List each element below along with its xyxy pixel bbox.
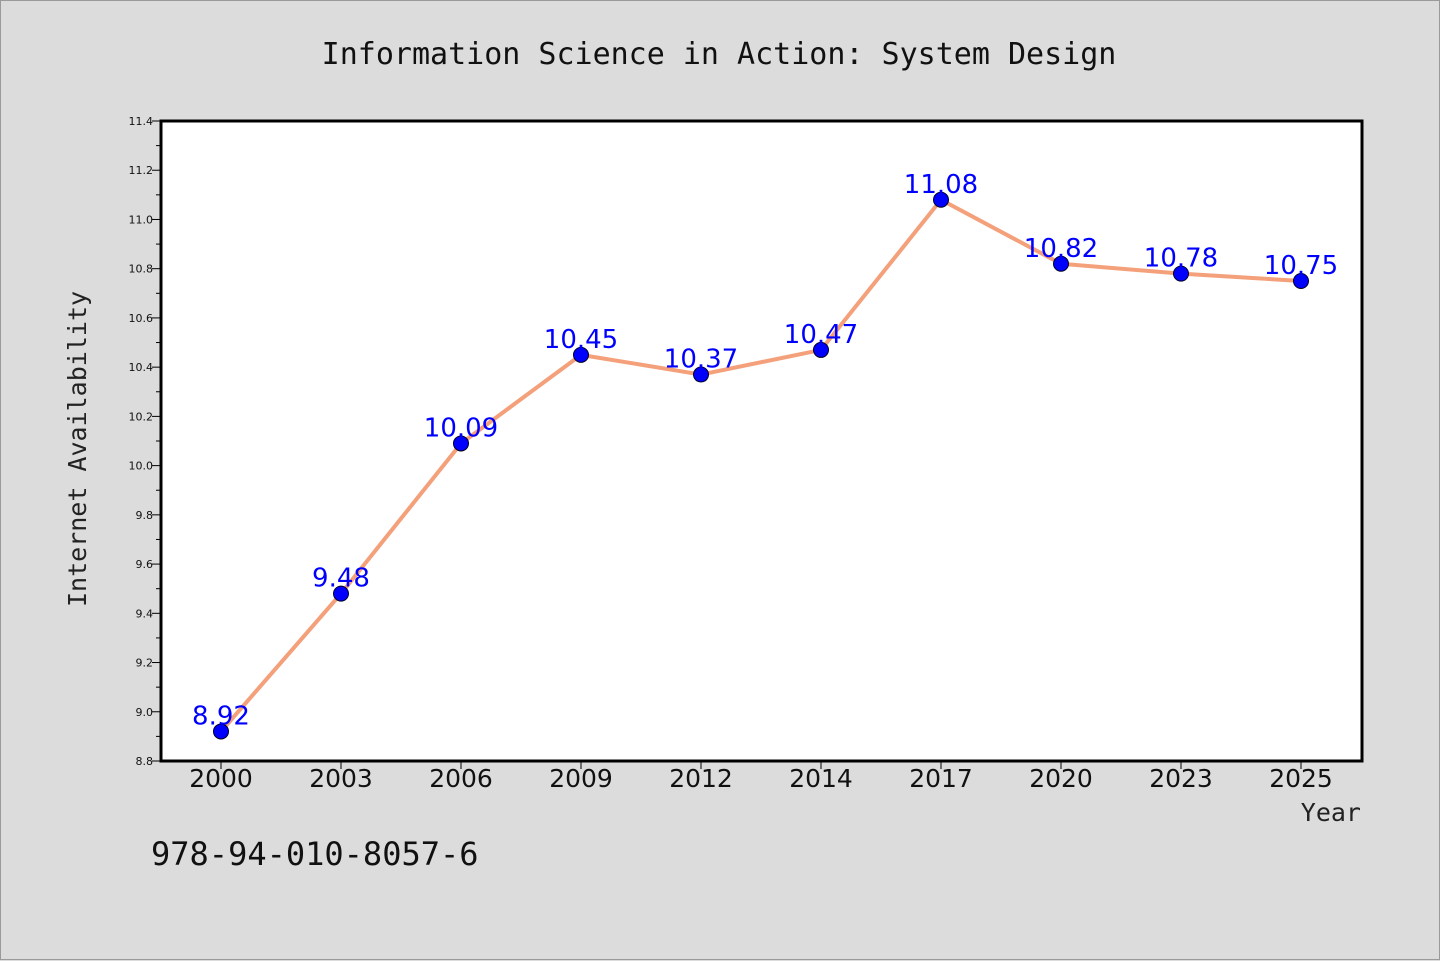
- data-point: [453, 435, 469, 452]
- y-tick-label: 9.4: [136, 607, 154, 620]
- data-point: [1053, 255, 1069, 272]
- x-tick-label: 2023: [1149, 764, 1213, 793]
- y-tick-label: 10.4: [129, 361, 154, 374]
- data-labels: 8.92 9.48 10.09 10.45 10.37 10.47 11.08 10.82 10…: [192, 170, 1338, 732]
- y-tick-label: 8.8: [136, 755, 154, 768]
- x-tick-label: 2014: [789, 764, 853, 793]
- data-label: 10.75: [1264, 251, 1338, 281]
- x-tick-label: 2003: [309, 764, 373, 793]
- y-tick-label: 9.6: [136, 558, 154, 571]
- data-label: 11.08: [904, 170, 978, 200]
- chart-title: Information Science in Action: System De…: [322, 37, 1117, 72]
- data-label: 10.47: [784, 320, 858, 350]
- x-tick-label: 2006: [429, 764, 493, 793]
- data-label: 10.45: [544, 325, 618, 355]
- y-tick-label: 9.2: [136, 657, 154, 670]
- isbn-text: 978-94-010-8057-6: [151, 835, 479, 873]
- plot-area: [159, 119, 1364, 763]
- data-label: 9.48: [312, 564, 370, 594]
- y-tick-label: 11.0: [129, 213, 154, 226]
- data-label: 10.37: [664, 345, 738, 375]
- y-axis: 8.8 9.0 9.2 9.4 9.6 9.8 10.0 10.2 10.4 10.6 10.8 11…: [129, 115, 161, 768]
- series-line: [219, 197, 1302, 733]
- series-markers: [213, 191, 1309, 740]
- data-point: [1173, 265, 1189, 282]
- y-tick-label: 10.2: [129, 410, 154, 423]
- data-point: [813, 341, 829, 358]
- data-point: [213, 723, 229, 740]
- data-point: [573, 346, 589, 363]
- data-point: [333, 585, 349, 602]
- x-axis-label: Year: [1301, 798, 1361, 827]
- y-tick-label: 9.8: [136, 509, 154, 522]
- y-axis-label: Internet Availability: [63, 291, 92, 607]
- y-tick-label: 11.2: [129, 164, 154, 177]
- y-tick-label: 9.0: [136, 706, 154, 719]
- data-point: [933, 191, 949, 208]
- data-point: [693, 366, 709, 383]
- x-tick-label: 2000: [189, 764, 253, 793]
- y-tick-label: 10.6: [129, 312, 154, 325]
- x-tick-label: 2017: [909, 764, 973, 793]
- x-tick-label: 2020: [1029, 764, 1093, 793]
- data-point: [1293, 273, 1309, 289]
- data-label: 10.09: [424, 413, 498, 443]
- data-label: 10.82: [1024, 234, 1098, 264]
- data-label: 10.78: [1144, 244, 1218, 274]
- y-tick-label: 10.8: [129, 263, 154, 276]
- x-axis: 2000 2003 2006 2009 2012 2014 2017 2020 2023 2025: [189, 761, 1333, 793]
- x-tick-label: 2025: [1269, 764, 1333, 793]
- x-tick-label: 2009: [549, 764, 613, 793]
- y-tick-label: 10.0: [129, 460, 154, 473]
- y-tick-label: 11.4: [129, 115, 154, 128]
- x-tick-label: 2012: [669, 764, 733, 793]
- data-label: 8.92: [192, 701, 250, 731]
